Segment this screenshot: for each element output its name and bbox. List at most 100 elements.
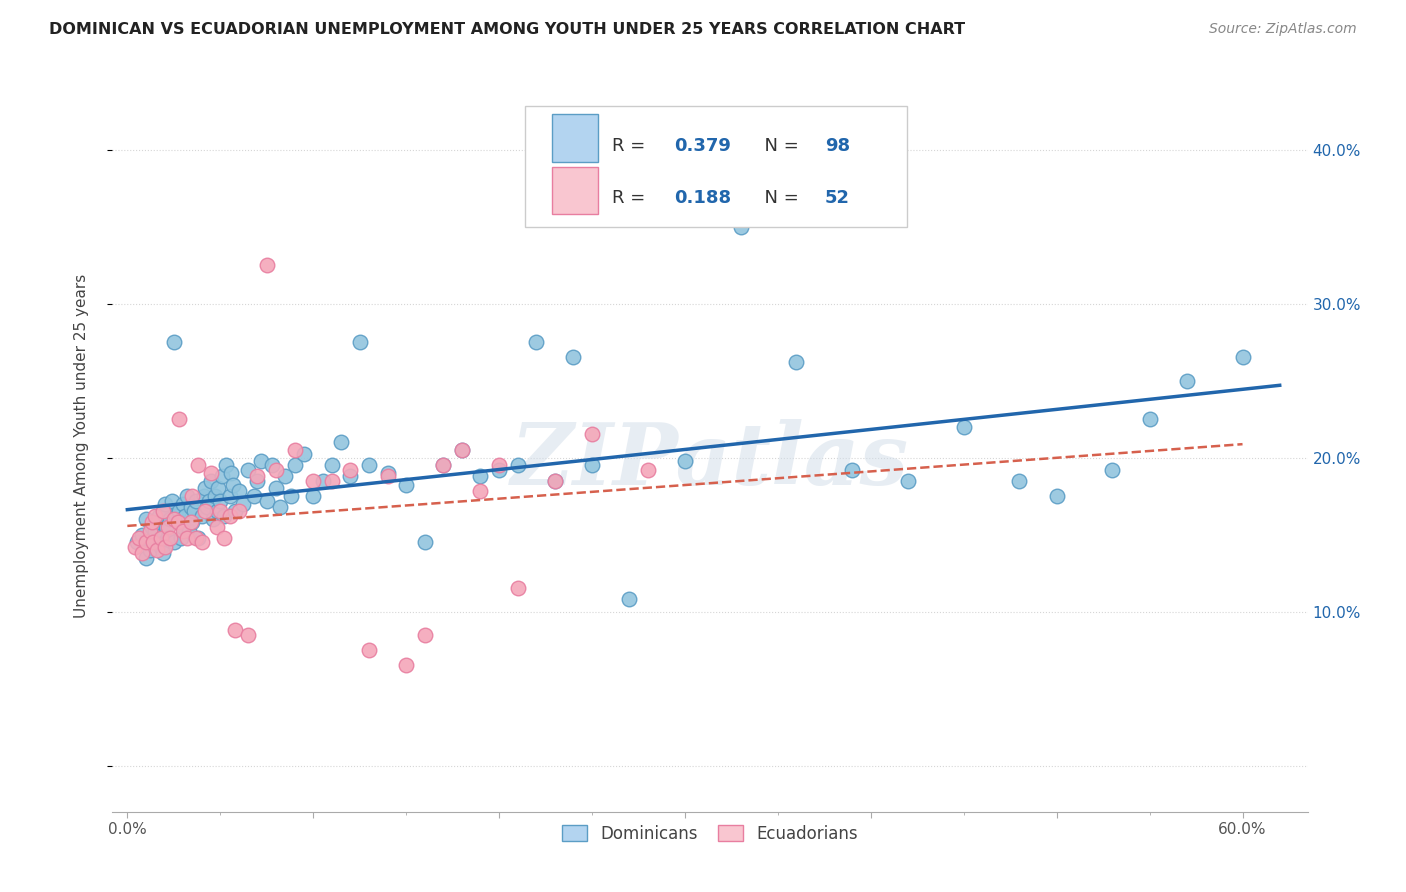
Point xyxy=(176,531,198,545)
Point xyxy=(284,442,307,457)
Point xyxy=(246,474,269,488)
Point xyxy=(181,515,204,529)
Point xyxy=(172,520,194,534)
Point xyxy=(897,474,920,488)
Point xyxy=(211,469,233,483)
Text: Source: ZipAtlas.com: Source: ZipAtlas.com xyxy=(1209,22,1357,37)
Point xyxy=(432,458,454,473)
Point xyxy=(181,489,204,503)
Point xyxy=(377,469,399,483)
Point xyxy=(163,512,186,526)
Point xyxy=(200,474,222,488)
Point xyxy=(544,474,567,488)
Point xyxy=(204,489,226,503)
Point xyxy=(201,512,224,526)
Point xyxy=(395,658,418,673)
Point xyxy=(157,520,180,534)
Point xyxy=(581,427,603,442)
Point xyxy=(581,458,603,473)
Point xyxy=(194,481,217,495)
Point xyxy=(138,543,160,558)
Point xyxy=(952,419,974,434)
Point xyxy=(157,531,180,545)
Point xyxy=(155,520,177,534)
Point xyxy=(128,531,150,545)
Point xyxy=(284,458,307,473)
Point xyxy=(215,458,238,473)
Point xyxy=(194,504,217,518)
Point xyxy=(187,458,209,473)
Text: N =: N = xyxy=(754,189,804,207)
Point xyxy=(135,512,157,526)
Text: 52: 52 xyxy=(825,189,849,207)
Point xyxy=(148,509,170,524)
Point xyxy=(357,643,380,657)
Point xyxy=(256,493,278,508)
Point xyxy=(470,484,492,499)
Point xyxy=(242,489,264,503)
Point xyxy=(280,489,302,503)
Point xyxy=(142,531,165,545)
Point xyxy=(321,474,343,488)
Point xyxy=(506,458,529,473)
FancyBboxPatch shape xyxy=(553,114,598,162)
Point xyxy=(730,219,752,234)
Point xyxy=(124,540,146,554)
Point xyxy=(232,497,254,511)
Point xyxy=(413,535,436,549)
Point xyxy=(274,469,297,483)
Point xyxy=(339,469,361,483)
Point xyxy=(413,627,436,641)
Point xyxy=(250,453,273,467)
Point xyxy=(143,524,166,539)
Point xyxy=(395,478,418,492)
Text: R =: R = xyxy=(612,136,651,155)
Point xyxy=(377,466,399,480)
Point xyxy=(238,463,260,477)
Point xyxy=(125,535,148,549)
Point xyxy=(142,535,165,549)
Point xyxy=(262,458,284,473)
Point xyxy=(153,540,176,554)
Point xyxy=(506,582,529,596)
Point xyxy=(146,543,169,558)
Point xyxy=(184,493,207,508)
Point xyxy=(311,474,333,488)
Point xyxy=(212,509,235,524)
Point xyxy=(131,527,153,541)
Point xyxy=(146,515,169,529)
Point xyxy=(1046,489,1069,503)
Point xyxy=(1139,412,1161,426)
Point xyxy=(160,493,183,508)
Point xyxy=(224,504,246,518)
Point xyxy=(165,509,187,524)
Point xyxy=(246,469,269,483)
Legend: Dominicans, Ecuadorians: Dominicans, Ecuadorians xyxy=(554,816,866,851)
Point xyxy=(135,550,157,565)
Point xyxy=(141,515,163,529)
FancyBboxPatch shape xyxy=(553,167,598,214)
Point xyxy=(195,500,218,514)
Point xyxy=(432,458,454,473)
Point xyxy=(1008,474,1031,488)
Point xyxy=(330,435,353,450)
Point xyxy=(138,524,160,539)
Point xyxy=(470,469,492,483)
Point xyxy=(238,627,260,641)
Point xyxy=(163,334,186,349)
Point xyxy=(183,504,205,518)
Point xyxy=(339,463,361,477)
Point xyxy=(207,481,229,495)
Text: ZIPatlas: ZIPatlas xyxy=(510,419,910,502)
Point xyxy=(209,504,232,518)
Point xyxy=(349,334,371,349)
Point xyxy=(159,512,181,526)
Point xyxy=(1175,374,1198,388)
Point xyxy=(169,504,191,518)
Point xyxy=(200,466,222,480)
Text: N =: N = xyxy=(754,136,804,155)
Point xyxy=(841,463,863,477)
Point xyxy=(524,334,547,349)
Point xyxy=(637,463,659,477)
Point xyxy=(1232,351,1254,365)
